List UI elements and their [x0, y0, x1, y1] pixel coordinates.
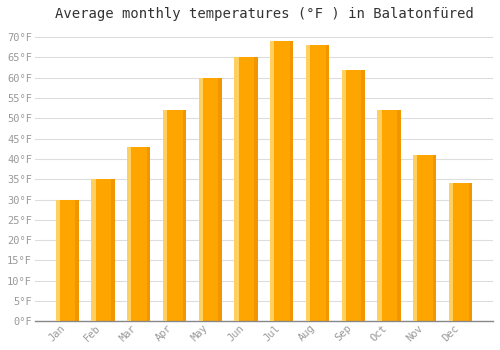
Bar — [413, 155, 418, 321]
Bar — [290, 41, 294, 321]
Bar — [342, 70, 365, 321]
Bar — [270, 41, 293, 321]
Bar — [306, 45, 310, 321]
Bar — [378, 110, 400, 321]
Bar — [449, 183, 453, 321]
Bar — [111, 179, 114, 321]
Bar — [198, 78, 222, 321]
Bar — [270, 41, 274, 321]
Bar — [397, 110, 400, 321]
Bar — [127, 147, 150, 321]
Bar — [163, 110, 186, 321]
Bar — [163, 110, 167, 321]
Title: Average monthly temperatures (°F ) in Balatonfüred: Average monthly temperatures (°F ) in Ba… — [54, 7, 474, 21]
Bar — [92, 179, 114, 321]
Bar — [449, 183, 472, 321]
Bar — [342, 70, 346, 321]
Bar — [218, 78, 222, 321]
Bar — [254, 57, 258, 321]
Bar — [234, 57, 258, 321]
Bar — [326, 45, 329, 321]
Bar — [127, 147, 132, 321]
Bar — [198, 78, 203, 321]
Bar — [433, 155, 436, 321]
Bar — [147, 147, 150, 321]
Bar — [378, 110, 382, 321]
Bar — [92, 179, 96, 321]
Bar — [234, 57, 238, 321]
Bar — [413, 155, 436, 321]
Bar — [182, 110, 186, 321]
Bar — [362, 70, 365, 321]
Bar — [56, 199, 60, 321]
Bar — [306, 45, 329, 321]
Bar — [56, 199, 79, 321]
Bar — [76, 199, 79, 321]
Bar — [468, 183, 472, 321]
